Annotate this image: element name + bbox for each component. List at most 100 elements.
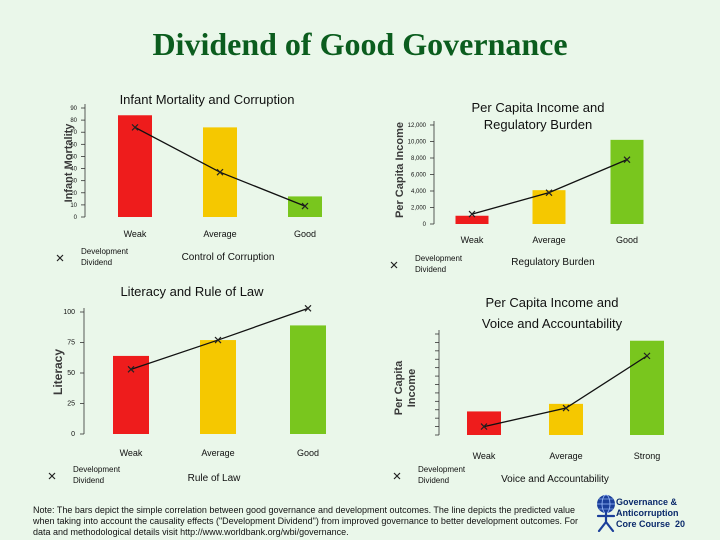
inc1-title: Regulatory Burden <box>484 117 592 132</box>
inc2-title: Voice and Accountability <box>482 316 623 331</box>
lit-x-axis-label: Rule of Law <box>188 473 242 484</box>
inc2-x-axis-label: Voice and Accountability <box>501 474 609 485</box>
imr-y-tick-label: 0 <box>74 215 78 221</box>
imr-title: Infant Mortality and Corruption <box>120 92 295 107</box>
inc1-legend-label: Dividend <box>415 265 446 274</box>
inc1-y-tick-label: 10,000 <box>408 140 427 146</box>
lit-legend-marker-shape <box>48 472 56 480</box>
slide-title: Dividend of Good Governance <box>152 26 568 62</box>
lit-legend-label: Development <box>73 465 121 474</box>
imr-y-tick-label: 60 <box>70 142 77 148</box>
footnote: Note: The bars depict the simple correla… <box>33 505 579 537</box>
imr-category-label: Weak <box>124 229 147 239</box>
inc1-y-tick-label: 12,000 <box>408 123 427 129</box>
inc2-dividend-point <box>643 352 651 360</box>
imr-y-tick-label: 20 <box>70 191 77 197</box>
lit-title: Literacy and Rule of Law <box>120 284 264 299</box>
imr-y-tick-label: 70 <box>70 130 77 136</box>
lit-bar-good <box>290 325 326 434</box>
lit-category-label: Weak <box>120 448 143 458</box>
lit-category-label: Good <box>297 448 319 458</box>
footer-line1: Governance & <box>616 497 678 507</box>
lit-dividend-point <box>214 336 222 344</box>
inc2-category-label: Average <box>549 451 582 461</box>
imr-y-tick-label: 90 <box>70 106 77 112</box>
imr-dividend-point <box>301 202 309 210</box>
inc1-category-label: Average <box>532 235 565 245</box>
inc1-bar-good <box>610 139 644 224</box>
imr-x-axis-label: Control of Corruption <box>182 252 275 263</box>
lit-legend-label: Dividend <box>73 476 104 485</box>
inc2-dividend-point <box>480 423 488 431</box>
footer-line2: Anticorruption <box>616 508 679 518</box>
inc1-legend-marker <box>390 261 398 269</box>
lit-dividend-point <box>304 304 312 312</box>
inc2-legend-marker-shape <box>393 472 401 480</box>
lit-dividend-point-shape <box>127 365 135 373</box>
lit-y-tick-label: 25 <box>67 401 75 408</box>
inc1-y-tick-label: 6,000 <box>411 173 427 179</box>
imr-category-label: Good <box>294 229 316 239</box>
lit-category-label: Average <box>201 448 234 458</box>
imr-category-label: Average <box>203 229 236 239</box>
imr-y-tick-label: 30 <box>70 179 77 185</box>
imr-legend-label: Development <box>81 247 129 256</box>
inc1-legend-marker-shape <box>390 261 398 269</box>
page-number: 20 <box>675 519 686 529</box>
inc1-y-tick-label: 4,000 <box>411 189 427 195</box>
inc1-legend-label: Development <box>415 254 463 263</box>
inc1-y-tick-label: 2,000 <box>411 206 427 212</box>
imr-y-tick-label: 50 <box>70 154 77 160</box>
imr-dividend-point <box>216 168 224 176</box>
imr-dividend-point-shape <box>216 168 224 176</box>
lit-bar-average <box>200 340 236 434</box>
imr-bar-weak <box>118 115 152 217</box>
lit-y-tick-label: 75 <box>67 340 75 347</box>
inc2-bar-weak <box>467 411 501 435</box>
lit-y-tick-label: 50 <box>67 370 75 377</box>
inc2-title: Per Capita Income and <box>486 295 619 310</box>
inc2-category-label: Strong <box>634 451 661 461</box>
imr-y-tick-label: 40 <box>70 167 77 173</box>
inc2-bar-average <box>549 403 583 435</box>
inc2-dividend-point-shape <box>562 404 570 412</box>
inc2-dividend-point-shape <box>480 423 488 431</box>
inc2-bar-strong <box>630 340 664 435</box>
imr-y-tick-label: 10 <box>70 203 77 209</box>
imr-legend-marker-shape <box>56 254 64 262</box>
inc1-bar-weak <box>455 215 489 224</box>
inc1-dividend-point <box>468 210 476 218</box>
inc1-y-tick-label: 0 <box>423 222 427 228</box>
lit-dividend-point-shape <box>214 336 222 344</box>
inc1-dividend-point-shape <box>468 210 476 218</box>
inc2-legend-label: Development <box>418 465 466 474</box>
inc2-dividend-point-shape <box>643 352 651 360</box>
inc1-x-axis-label: Regulatory Burden <box>511 257 594 268</box>
inc1-dividend-point <box>545 189 553 197</box>
imr-dividend-point <box>131 123 139 131</box>
imr-dividend-point-shape <box>131 123 139 131</box>
inc1-dividend-point-shape <box>623 156 631 164</box>
governance-globe-logo-icon <box>596 494 616 532</box>
footer-line3: Core Course <box>616 519 671 529</box>
inc1-y-axis-label: Per Capita Income <box>394 122 406 218</box>
inc2-dividend-point <box>562 404 570 412</box>
lit-dividend-point <box>127 365 135 373</box>
imr-legend-marker <box>56 254 64 262</box>
inc1-title: Per Capita Income and <box>472 100 605 115</box>
inc1-dividend-point <box>623 156 631 164</box>
imr-y-axis-label: Infant Mortality <box>63 123 75 203</box>
lit-y-tick-label: 100 <box>63 309 75 316</box>
lit-dividend-point-shape <box>304 304 312 312</box>
inc1-dividend-point-shape <box>545 189 553 197</box>
inc1-y-tick-label: 8,000 <box>411 156 427 162</box>
imr-y-tick-label: 80 <box>70 118 77 124</box>
inc1-category-label: Good <box>616 235 638 245</box>
inc2-y-axis-label: Per Capita <box>393 360 405 415</box>
lit-legend-marker <box>48 472 56 480</box>
imr-legend-label: Dividend <box>81 258 112 267</box>
lit-y-axis-label: Literacy <box>51 349 65 395</box>
lit-y-tick-label: 0 <box>71 431 75 438</box>
inc2-legend-label: Dividend <box>418 476 449 485</box>
